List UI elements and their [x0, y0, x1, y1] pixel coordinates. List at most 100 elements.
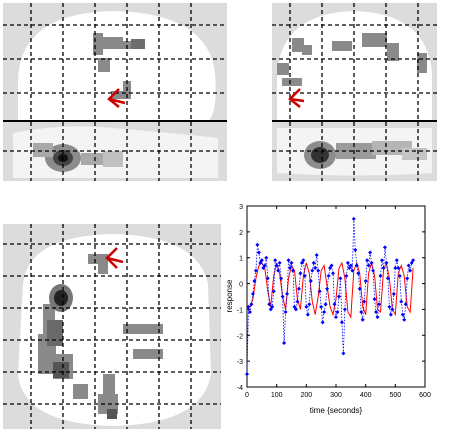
observed-data-point — [293, 307, 298, 312]
observed-data-point — [400, 312, 405, 317]
y-tick-label: 1 — [239, 256, 243, 263]
observed-data-point — [285, 291, 290, 296]
observed-data-point — [310, 268, 315, 273]
observed-data-point — [332, 302, 337, 307]
observed-data-point — [314, 253, 319, 258]
observed-data-point — [354, 263, 359, 268]
observed-data-point — [305, 312, 310, 317]
observed-data-point — [256, 250, 261, 255]
observed-data-point — [371, 268, 376, 273]
observed-data-point — [249, 302, 254, 307]
observed-data-point — [253, 268, 258, 273]
observed-data-point — [307, 302, 312, 307]
observed-data-point — [331, 271, 336, 276]
observed-data-point — [325, 286, 330, 291]
observed-data-point — [274, 263, 279, 268]
observed-data-point — [363, 278, 368, 283]
observed-data-point — [359, 310, 364, 315]
observed-data-point — [393, 266, 398, 271]
observed-data-point — [317, 289, 322, 294]
observed-data-point — [351, 216, 356, 221]
observed-data-point — [302, 273, 307, 278]
observed-data-point — [409, 260, 414, 265]
observed-data-point — [388, 312, 393, 317]
observed-data-point — [262, 263, 267, 268]
observed-data-point — [276, 268, 281, 273]
y-tick-label: 2 — [239, 230, 243, 237]
observed-data-point — [366, 263, 371, 268]
observed-data-point — [268, 307, 273, 312]
observed-data-point — [360, 317, 365, 322]
observed-data-point — [298, 271, 303, 276]
observed-data-point — [391, 291, 396, 296]
observed-data-point — [385, 276, 390, 281]
observed-data-point — [365, 258, 370, 263]
observed-data-point — [261, 266, 266, 271]
observed-data-point — [341, 351, 346, 356]
y-tick-label: 3 — [239, 204, 243, 211]
observed-data-point — [369, 260, 374, 265]
observed-data-point — [396, 266, 401, 271]
observed-data-point — [322, 310, 327, 315]
y-tick-label: -1 — [237, 307, 243, 314]
x-tick-label: 0 — [245, 392, 249, 399]
observed-data-point — [319, 304, 324, 309]
y-tick-label: -3 — [237, 359, 243, 366]
cursor-arrow — [288, 88, 305, 108]
observed-data-point — [326, 273, 331, 278]
observed-data-point — [345, 260, 350, 265]
observed-data-point — [271, 289, 276, 294]
observed-data-point — [316, 268, 321, 273]
observed-data-point — [286, 258, 291, 263]
observed-data-point — [299, 260, 304, 265]
observed-data-point — [311, 260, 316, 265]
observed-data-point — [382, 245, 387, 250]
observed-data-point — [301, 258, 306, 263]
observed-data-point — [277, 260, 282, 265]
observed-data-point — [368, 250, 373, 255]
observed-data-point — [336, 294, 341, 299]
observed-data-point — [270, 304, 275, 309]
series-layer — [245, 216, 416, 377]
x-tick-label: 200 — [300, 392, 312, 399]
observed-data-point — [304, 304, 309, 309]
observed-data-point — [390, 307, 395, 312]
glass-brain-sagittal — [3, 3, 227, 181]
observed-data-point — [259, 258, 264, 263]
x-tick-label: 400 — [360, 392, 372, 399]
response-plot: 3 2 1 0 -1 -2 -3 -4 0 100 200 300 400 500 600 time {s… — [222, 198, 448, 430]
observed-data-point — [329, 263, 334, 268]
observed-data-point — [289, 260, 294, 265]
observed-data-point — [245, 372, 249, 377]
observed-data-point — [394, 258, 399, 263]
observed-data-point — [247, 310, 252, 315]
observed-data-point — [292, 304, 297, 309]
observed-data-point — [348, 263, 353, 268]
observed-data-point — [374, 310, 379, 315]
x-tick-label: 100 — [271, 392, 283, 399]
observed-data-point — [377, 302, 382, 307]
observed-data-point — [372, 297, 377, 302]
observed-data-point — [406, 263, 411, 268]
observed-data-point — [399, 299, 404, 304]
observed-data-point — [273, 258, 278, 263]
observed-data-point — [288, 266, 293, 271]
observed-data-point — [375, 315, 380, 320]
observed-data-point — [323, 302, 328, 307]
observed-data-point — [387, 304, 392, 309]
x-axis-label: time {seconds} — [310, 406, 363, 415]
observed-data-point — [402, 317, 407, 322]
x-tick-label: 600 — [419, 392, 431, 399]
y-tick-label: -4 — [237, 385, 243, 392]
observed-data-point — [283, 310, 288, 315]
x-tick-label: 500 — [389, 392, 401, 399]
observed-data-point — [378, 273, 383, 278]
observed-data-point — [338, 276, 343, 281]
grid-lines — [272, 3, 437, 181]
y-axis-label: response — [225, 279, 234, 312]
observed-data-point — [280, 294, 285, 299]
observed-data-point — [295, 299, 300, 304]
observed-data-line — [246, 218, 414, 375]
observed-data-point — [384, 260, 389, 265]
observed-data-point — [255, 242, 260, 247]
